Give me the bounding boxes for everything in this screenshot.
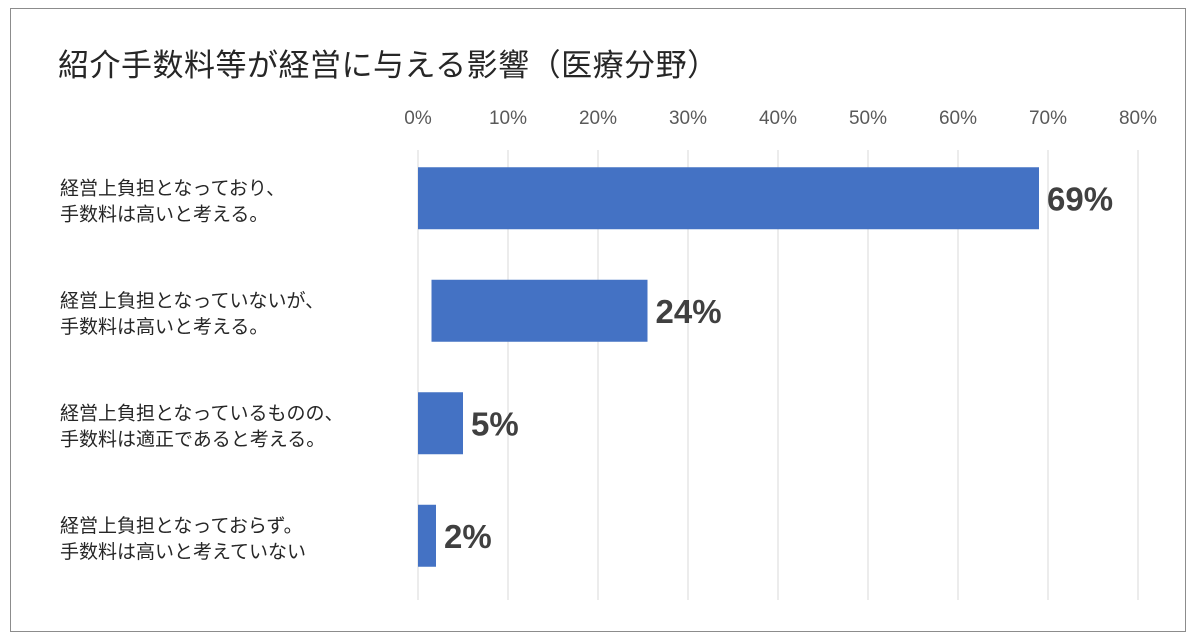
- bar: [431, 279, 648, 342]
- x-tick-label: 20%: [579, 108, 617, 129]
- category-label: 経営上負担となっておらず。: [60, 515, 303, 537]
- x-tick-label: 10%: [489, 108, 527, 129]
- chart-title: 紹介手数料等が経営に与える影響（医療分野）: [58, 48, 719, 84]
- x-tick-label: 0%: [404, 108, 432, 129]
- category-label: 手数料は高いと考える。: [60, 203, 268, 225]
- x-tick-label: 70%: [1029, 108, 1067, 129]
- category-label: 手数料は高いと考えていない: [60, 541, 306, 563]
- category-labels: 経営上負担となっており、手数料は高いと考える。経営上負担となっていないが、手数料…: [60, 177, 343, 563]
- x-tick-label: 50%: [849, 108, 887, 129]
- data-label: 2%: [444, 518, 492, 555]
- category-label: 経営上負担となっているものの、: [60, 402, 343, 424]
- category-label: 経営上負担となっており、: [60, 177, 285, 199]
- data-labels: 69% 24% 5% 2%: [444, 180, 1113, 555]
- x-axis-ticks: 0% 10% 20% 30% 40% 50% 60% 70% 80%: [404, 108, 1157, 129]
- bars: [418, 167, 1039, 567]
- bar: [418, 167, 1039, 230]
- x-tick-label: 40%: [759, 108, 797, 129]
- data-label: 24%: [656, 293, 722, 330]
- category-label: 経営上負担となっていないが、: [60, 290, 324, 312]
- x-tick-label: 30%: [669, 108, 707, 129]
- category-label: 手数料は適正であると考える。: [60, 428, 325, 450]
- bar: [418, 504, 436, 567]
- bar: [418, 392, 463, 455]
- data-label: 5%: [471, 405, 519, 442]
- x-tick-label: 80%: [1119, 108, 1157, 129]
- data-label: 69%: [1047, 180, 1113, 217]
- x-tick-label: 60%: [939, 108, 977, 129]
- category-label: 手数料は高いと考える。: [60, 316, 268, 338]
